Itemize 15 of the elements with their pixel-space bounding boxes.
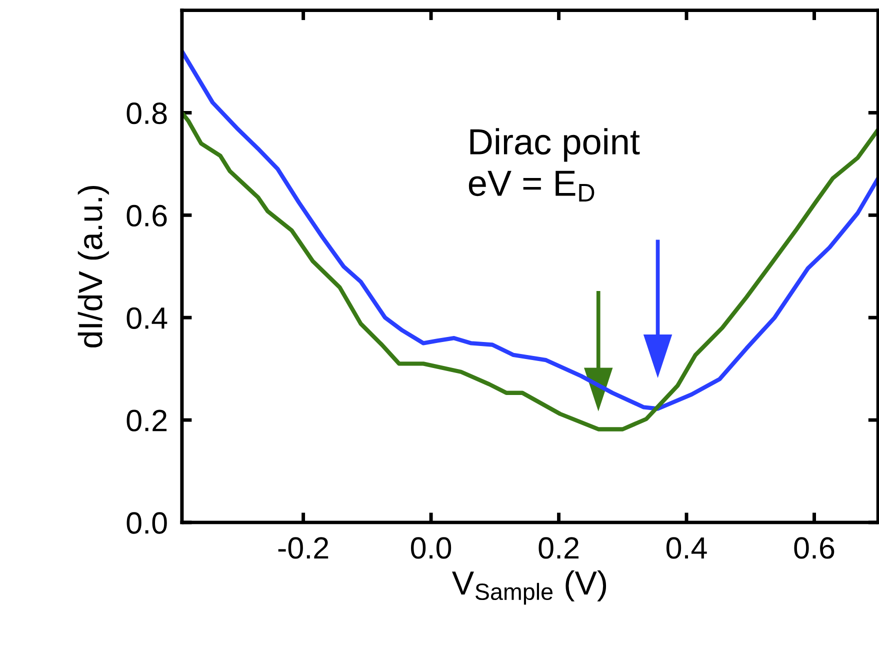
y-tick-label: 0.4	[126, 307, 168, 329]
x-axis-title: V$_{Sample}$ (V)	[452, 570, 606, 605]
y-tick-label: 0.6	[126, 204, 167, 227]
x-tick-label: 0.6	[794, 537, 834, 559]
x-tick-label: -0.2	[278, 537, 328, 559]
x-tick-label: 0.0	[411, 537, 452, 559]
line-series	[182, 110, 878, 432]
x-tick-label: 0.2	[538, 537, 578, 559]
y-tick-label: 0.0	[126, 512, 167, 534]
x-tick-label: 0.4	[666, 537, 707, 559]
y-tick-label: 0.2	[126, 410, 167, 432]
annotation: Dirac point eV = E$_{D}$	[468, 128, 640, 202]
line-series	[182, 49, 878, 411]
y-tick-label: 0.8	[126, 102, 167, 124]
y-axis-title: dI/dV (a.u.)	[78, 186, 109, 348]
